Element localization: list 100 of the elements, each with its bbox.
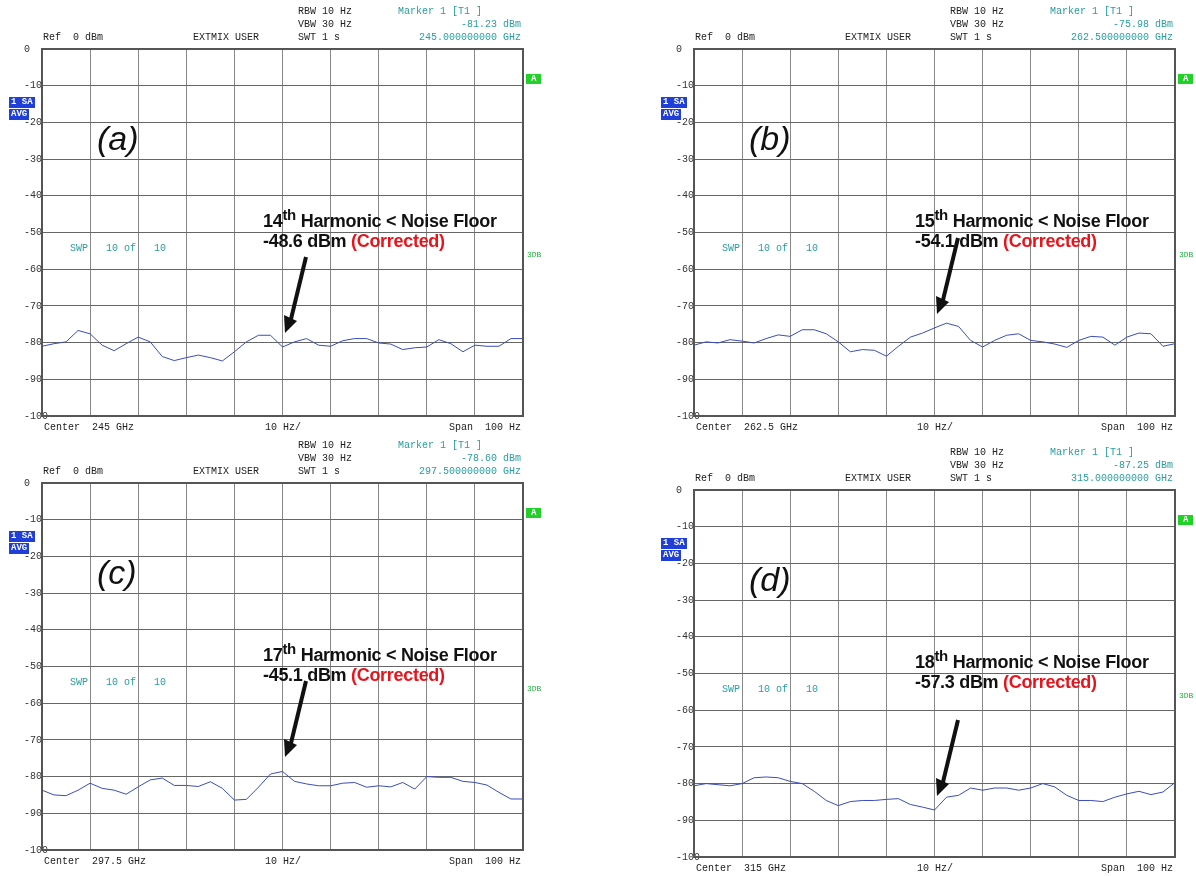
text: RBW 10 Hz [950, 447, 1005, 459]
text: SWT 1 s [950, 32, 993, 44]
text: (c) [97, 552, 137, 592]
text: 10 Hz/ [917, 422, 954, 434]
y-tick-label: -30 [676, 153, 695, 165]
text: (b) [749, 118, 791, 158]
text: Marker 1 [T1 ] [398, 440, 483, 452]
y-tick-label: 0 [676, 484, 683, 496]
annotation: SWP 10 of 10 [722, 684, 819, 696]
text: 1 SA [661, 97, 687, 108]
y-tick-label: -80 [24, 771, 43, 783]
text: 245.000000000 GHz [418, 32, 521, 44]
text: 297.500000000 GHz [418, 466, 521, 478]
y-tick-label: -40 [24, 624, 43, 636]
text: 3DB [527, 249, 542, 261]
text: -75.98 dBm [1112, 19, 1173, 31]
text: VBW 30 Hz [950, 19, 1005, 31]
annotation: -48.6 dBm [263, 231, 347, 251]
text: RBW 10 Hz [298, 6, 353, 18]
text: VBW 30 Hz [298, 453, 353, 465]
text: EXTMIX USER [845, 473, 912, 485]
y-tick-label: -70 [24, 734, 43, 746]
y-tick-label: -90 [676, 373, 695, 385]
text: AVG [9, 543, 30, 554]
text: 3DB [527, 683, 542, 695]
y-tick-label: -60 [24, 697, 43, 709]
annotation: 15$^{th}$ Harmonic < Noise Floor [915, 205, 1149, 232]
text: A [1178, 74, 1194, 84]
y-tick-label: -40 [24, 190, 43, 202]
text: SWT 1 s [950, 473, 993, 485]
y-tick-label: -40 [676, 190, 695, 202]
y-tick-label: -50 [24, 227, 43, 239]
y-tick-label: 0 [24, 43, 31, 55]
text: AVG [661, 550, 682, 561]
y-tick-label: -60 [676, 704, 695, 716]
text: Span 100 Hz [1100, 863, 1173, 875]
text: AVG [661, 109, 682, 120]
y-tick-label: -70 [676, 300, 695, 312]
annotation: 14$^{th}$ Harmonic < Noise Floor [263, 205, 497, 232]
annotation: SWP 10 of 10 [70, 677, 167, 689]
y-tick-label: -50 [676, 227, 695, 239]
text: Center 297.5 GHz [44, 856, 147, 868]
text: EXTMIX USER [193, 32, 260, 44]
text: -81.23 dBm [460, 19, 521, 31]
annotation: -45.1 dBm [263, 665, 347, 685]
y-tick-label: -40 [676, 631, 695, 643]
y-tick-label: -70 [676, 741, 695, 753]
text: A [526, 508, 542, 518]
text: 3DB [1179, 690, 1194, 702]
text: 10 Hz/ [265, 856, 302, 868]
text: 315.000000000 GHz [1070, 473, 1173, 485]
text: 1 SA [661, 538, 687, 549]
y-tick-label: -10 [676, 521, 695, 533]
text: SWT 1 s [298, 466, 341, 478]
y-tick-label: -30 [24, 587, 43, 599]
y-tick-label: -20 [24, 551, 43, 563]
text: -87.25 dBm [1112, 460, 1173, 472]
text: -78.60 dBm [460, 453, 521, 465]
annotation: SWP 10 of 10 [70, 243, 167, 255]
text: 10 Hz/ [265, 422, 302, 434]
annotation: (Corrected) [351, 665, 445, 685]
y-tick-label: -20 [676, 558, 695, 570]
y-tick-label: -50 [676, 668, 695, 680]
y-tick-label: -20 [676, 117, 695, 129]
text: 1 SA [9, 531, 35, 542]
annotation: 18$^{th}$ Harmonic < Noise Floor [915, 646, 1149, 673]
annotation: -54.1 dBm [915, 231, 999, 251]
text: AVG [9, 109, 30, 120]
y-tick-label: -10 [24, 514, 43, 526]
text: Span 100 Hz [1100, 422, 1173, 434]
y-tick-label: -60 [676, 263, 695, 275]
y-tick-label: 0 [676, 43, 683, 55]
text: 1 SA [9, 97, 35, 108]
text: EXTMIX USER [193, 466, 260, 478]
annotation: 17$^{th}$ Harmonic < Noise Floor [263, 639, 497, 666]
text: RBW 10 Hz [950, 6, 1005, 18]
text: 10 Hz/ [917, 863, 954, 875]
annotation: SWP 10 of 10 [722, 243, 819, 255]
y-tick-label: -60 [24, 263, 43, 275]
text: Ref 0 dBm [43, 466, 104, 478]
annotation: -57.3 dBm [915, 672, 999, 692]
text: EXTMIX USER [845, 32, 912, 44]
y-tick-label: -90 [24, 373, 43, 385]
text: 3DB [1179, 249, 1194, 261]
text: VBW 30 Hz [298, 19, 353, 31]
text: 262.500000000 GHz [1070, 32, 1173, 44]
text: Center 262.5 GHz [696, 422, 799, 434]
y-tick-label: -90 [676, 814, 695, 826]
y-tick-label: -80 [676, 778, 695, 790]
text: SWT 1 s [298, 32, 341, 44]
text: A [526, 74, 542, 84]
annotation: (Corrected) [1003, 231, 1097, 251]
y-tick-label: 0 [24, 477, 31, 489]
y-tick-label: -70 [24, 300, 43, 312]
text: (d) [749, 559, 791, 599]
text: Center 245 GHz [44, 422, 135, 434]
text: RBW 10 Hz [298, 440, 353, 452]
y-tick-label: -10 [676, 80, 695, 92]
y-tick-label: -90 [24, 807, 43, 819]
text: Span 100 Hz [448, 422, 521, 434]
